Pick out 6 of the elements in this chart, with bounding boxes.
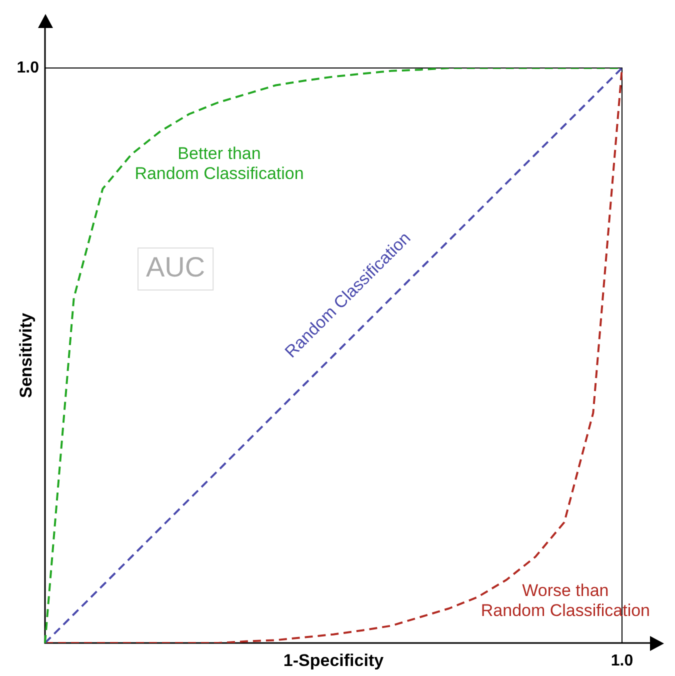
text: 1.0	[610, 652, 634, 670]
text: 1.0	[16, 59, 40, 76]
x-axis-title: 1-Specificity	[283, 651, 384, 670]
series-label: Better than Random Classification	[134, 144, 304, 183]
y-axis-title: Sensitivity	[16, 312, 36, 398]
annotation: AUC	[146, 252, 206, 283]
